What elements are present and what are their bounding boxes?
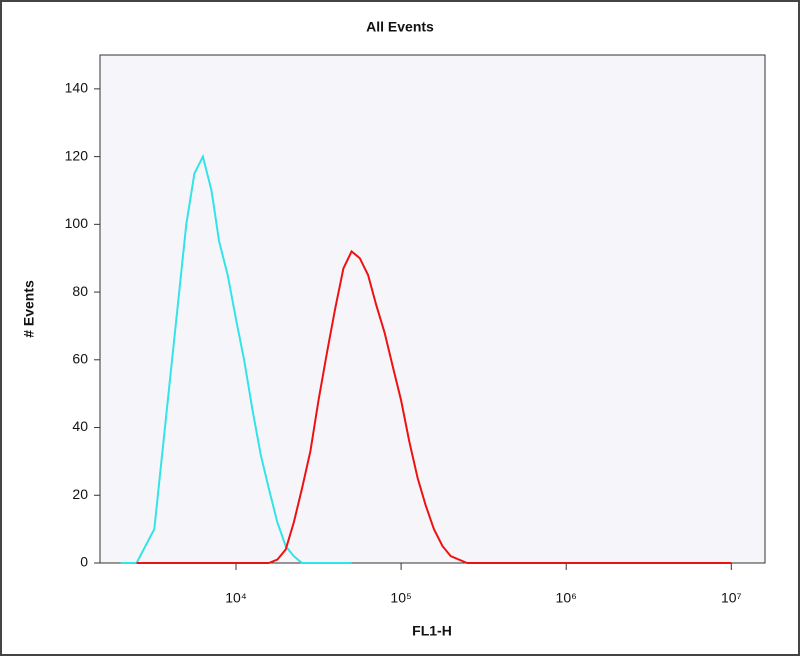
series-line [120, 153, 352, 564]
plot-area [99, 54, 766, 564]
y-tick-label: 40 [72, 418, 88, 434]
y-tick-label: 80 [72, 283, 88, 299]
x-tick-label: 10⁷ [721, 590, 742, 606]
y-tick-label: 60 [72, 351, 88, 367]
x-tick-label: 10⁵ [390, 590, 411, 606]
y-tick-label: 120 [65, 147, 89, 163]
y-axis-label: # Events [21, 280, 37, 338]
chart-title: All Events [366, 19, 434, 35]
y-tick-label: 20 [72, 486, 88, 502]
y-tick-label: 0 [80, 554, 88, 570]
y-tick-label: 140 [65, 80, 89, 96]
series-line [136, 249, 732, 564]
x-tick-label: 10⁴ [225, 590, 247, 606]
x-axis-label: FL1-H [412, 623, 452, 639]
x-tick-label: 10⁶ [556, 590, 577, 606]
y-tick-label: 100 [65, 215, 89, 231]
